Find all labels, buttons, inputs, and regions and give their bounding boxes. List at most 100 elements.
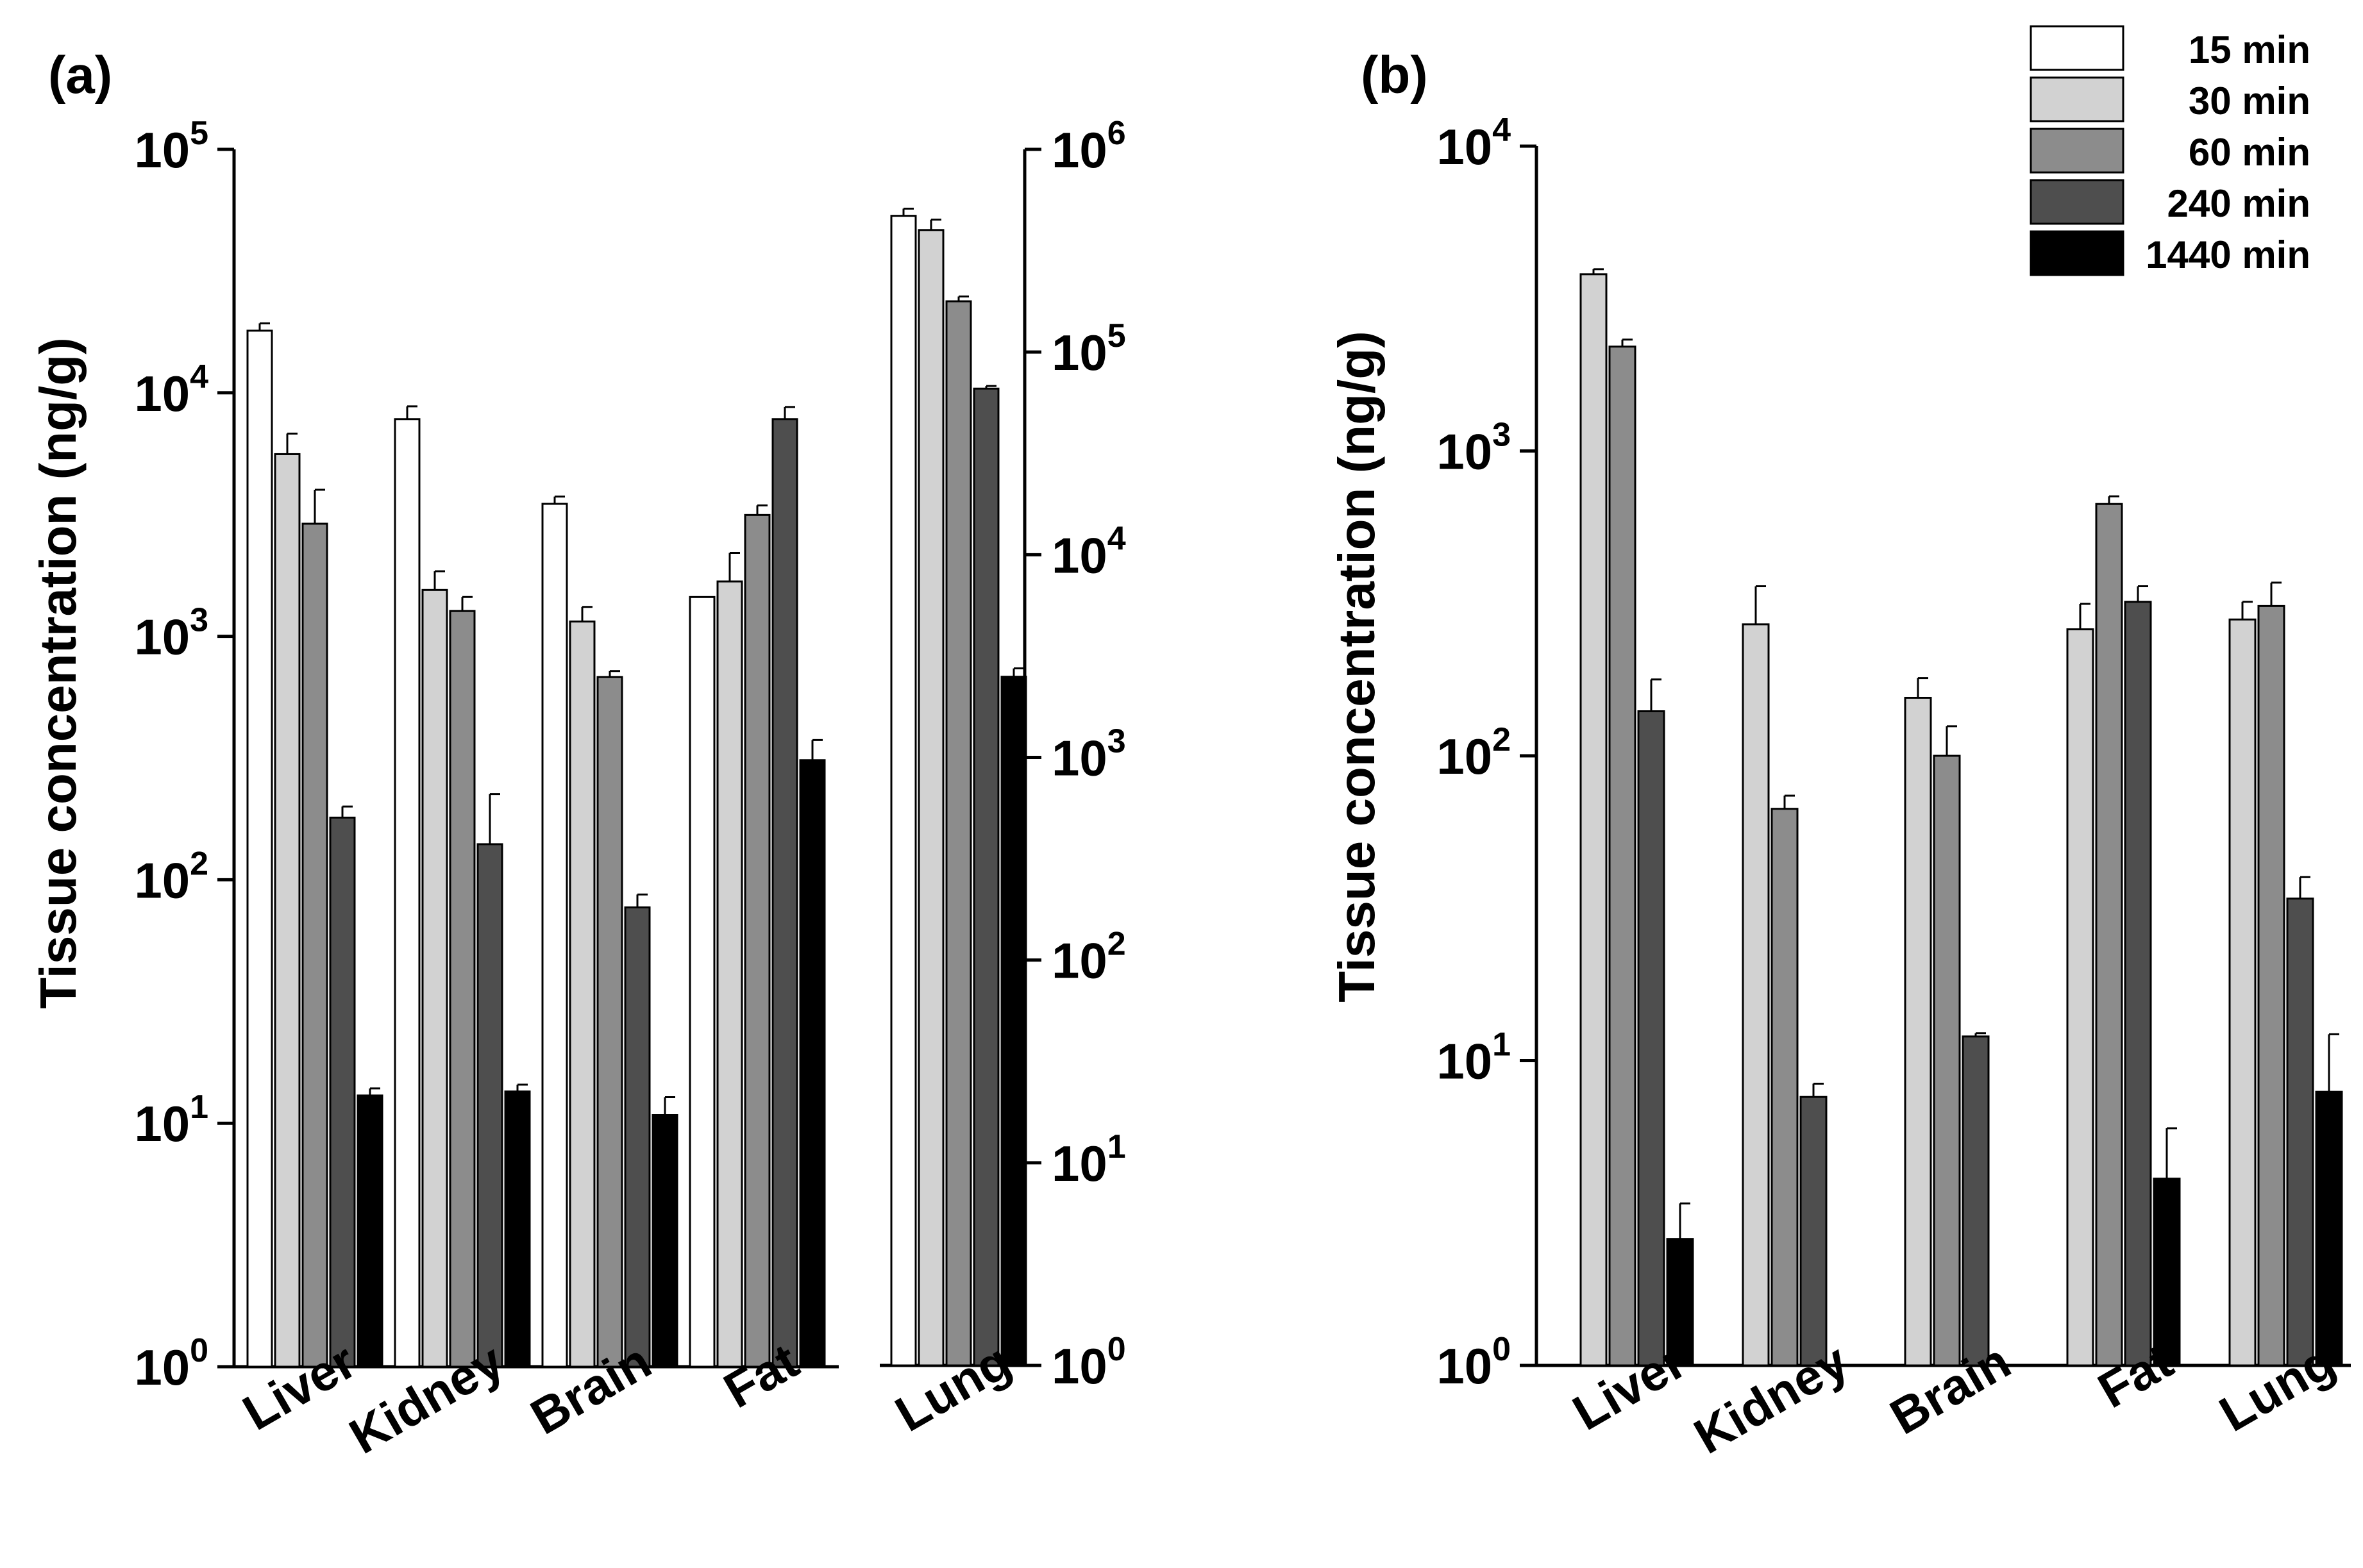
y-tick-exponent: 3 xyxy=(1107,723,1126,760)
panel-b-bar-brain-240min xyxy=(1962,1035,1990,1367)
panel-b-error-bar xyxy=(1754,585,1766,624)
y-tick-base: 10 xyxy=(1436,119,1492,175)
panel-a-label: (a) xyxy=(48,46,112,104)
y-tick-base: 10 xyxy=(134,609,190,665)
y-tick-exponent: 6 xyxy=(1107,115,1126,152)
panel-b-error-bar xyxy=(1974,1032,1986,1037)
panel-a-lung-error-bar xyxy=(902,207,914,216)
panel-a-bar-fat-1440min xyxy=(799,759,826,1368)
panel-a-error-bar xyxy=(664,1096,675,1115)
panel-a-lung-bar-lung-240min xyxy=(973,387,1000,1367)
panel-a-error-bar xyxy=(756,504,768,515)
panel-a-right-y-tick-label: 104 xyxy=(1052,520,1126,583)
panel-a-left-y-tick-label: 103 xyxy=(134,602,208,665)
legend-swatch-60min xyxy=(2030,128,2124,174)
y-tick-base: 10 xyxy=(134,365,190,422)
y-tick-exponent: 0 xyxy=(1107,1331,1126,1368)
panel-b-bar-lung-60min xyxy=(2257,605,2285,1367)
y-tick-base: 10 xyxy=(1052,730,1107,787)
y-tick-base: 10 xyxy=(134,122,190,178)
legend-label-15min: 15 min xyxy=(2189,28,2310,71)
panel-a-bar-brain-60min xyxy=(596,676,623,1368)
panel-a-error-bar xyxy=(461,596,473,612)
panel-b-error-bar xyxy=(1621,338,1633,347)
y-tick-base: 10 xyxy=(1052,1135,1107,1192)
legend-swatch-1440min xyxy=(2030,230,2124,276)
panel-b-bar-fat-240min xyxy=(2124,601,2152,1367)
panel-b-bar-lung-1440min xyxy=(2315,1090,2343,1367)
y-tick-base: 10 xyxy=(134,1339,190,1396)
panel-b-error-bar xyxy=(2328,1033,2339,1092)
panel-a-bar-brain-1440min xyxy=(652,1114,678,1368)
panel-a-bar-fat-15min xyxy=(689,596,716,1368)
panel-b-y-tick-label: 103 xyxy=(1436,417,1511,480)
panel-a-lung-bar-lung-15min xyxy=(890,215,917,1367)
panel-b-bar-kidney-30min xyxy=(1742,623,1770,1367)
panel-a-error-bar xyxy=(516,1083,528,1092)
panel-a-bars xyxy=(246,207,1027,1368)
panel-b-error-bar xyxy=(1650,678,1661,712)
panel-b-bar-brain-60min xyxy=(1933,755,1961,1367)
y-tick-exponent: 5 xyxy=(1107,317,1126,354)
y-tick-exponent: 1 xyxy=(190,1088,208,1126)
panel-a-left-y-tick-label: 102 xyxy=(134,845,208,908)
y-tick-base: 10 xyxy=(1052,1338,1107,1394)
panel-b-y-tick-label: 101 xyxy=(1436,1026,1511,1090)
panel-b-error-bar xyxy=(2165,1127,2177,1179)
y-tick-base: 10 xyxy=(1052,324,1107,381)
panel-a-bar-fat-30min xyxy=(716,580,743,1368)
panel-a-bar-brain-240min xyxy=(624,906,651,1368)
panel-a-bar-liver-240min xyxy=(329,816,356,1368)
panel-a-error-bar xyxy=(258,322,270,331)
panel-a-bar-liver-15min xyxy=(246,329,273,1368)
y-tick-base: 10 xyxy=(1052,527,1107,583)
panel-a-right-y-tick-label: 103 xyxy=(1052,723,1126,787)
panel-b-bar-fat-1440min xyxy=(2153,1178,2181,1367)
legend-swatch-15min xyxy=(2030,25,2124,71)
panel-b-bar-lung-30min xyxy=(2228,618,2257,1367)
y-tick-base: 10 xyxy=(1052,933,1107,989)
y-tick-exponent: 0 xyxy=(1492,1331,1511,1368)
y-tick-base: 10 xyxy=(1436,1338,1492,1394)
panel-a-y-axis-label: Tissue concentration (ng/g) xyxy=(29,337,87,1009)
panel-a-bar-liver-1440min xyxy=(357,1094,383,1368)
panel-b-bar-liver-60min xyxy=(1608,346,1636,1367)
panel-a-lung-bar-lung-1440min xyxy=(1000,676,1027,1367)
panel-b-y-axis-label: Tissue concentration (ng/g) xyxy=(1328,331,1385,1003)
panel-b-error-bar xyxy=(1812,1083,1824,1097)
panel-a-bar-brain-15min xyxy=(541,503,568,1368)
panel-b-y-tick-label: 104 xyxy=(1436,112,1511,175)
panel-b-error-bar xyxy=(1592,268,1604,274)
panel-b-bar-liver-240min xyxy=(1637,710,1665,1367)
panel-a-error-bar xyxy=(581,606,593,622)
y-tick-base: 10 xyxy=(1436,424,1492,480)
panel-a-error-bar xyxy=(553,496,565,504)
panel-a-bar-kidney-30min xyxy=(421,588,448,1368)
y-tick-base: 10 xyxy=(1436,728,1492,785)
y-tick-exponent: 1 xyxy=(1492,1026,1511,1063)
y-tick-base: 10 xyxy=(134,852,190,908)
panel-a-error-bar xyxy=(636,893,648,908)
panel-a-lung-bar-lung-30min xyxy=(918,229,945,1367)
panel-a-error-bar xyxy=(728,552,740,582)
panel-b-error-bar xyxy=(2299,876,2310,899)
panel-a-bar-kidney-60min xyxy=(449,610,476,1368)
panel-b-bar-kidney-60min xyxy=(1770,808,1799,1367)
panel-b-error-bar xyxy=(2079,603,2090,630)
panel-a-lung-error-bar xyxy=(930,219,941,230)
panel-a-error-bar xyxy=(784,406,795,419)
panel-a-bar-kidney-1440min xyxy=(504,1090,531,1368)
y-tick-exponent: 4 xyxy=(1492,112,1511,149)
panel-b-error-bar xyxy=(2241,601,2253,620)
panel-b-error-bar xyxy=(2270,581,2282,606)
y-tick-exponent: 2 xyxy=(1107,926,1126,963)
y-tick-base: 10 xyxy=(1436,1033,1492,1090)
panel-b-error-bar xyxy=(1783,794,1795,809)
y-tick-exponent: 1 xyxy=(1107,1128,1126,1165)
panel-a-error-bar xyxy=(369,1087,380,1096)
y-tick-exponent: 4 xyxy=(1107,520,1126,557)
panel-a-bar-brain-30min xyxy=(569,621,596,1368)
y-tick-exponent: 5 xyxy=(190,115,208,152)
y-tick-exponent: 4 xyxy=(190,358,208,396)
